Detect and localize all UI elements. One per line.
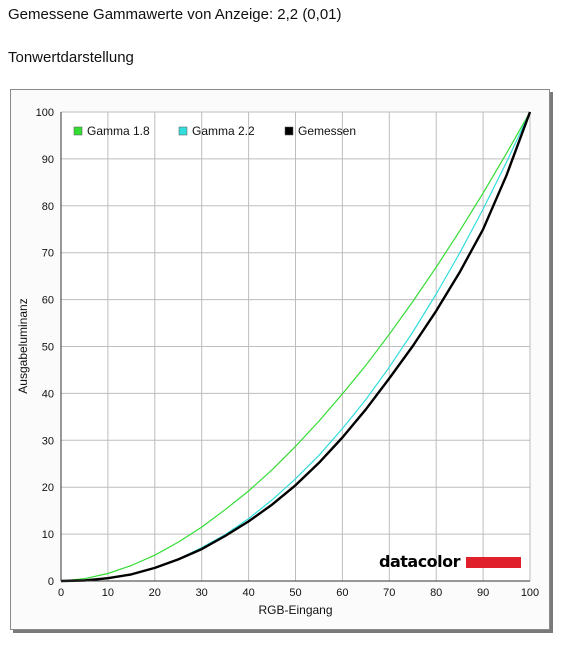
legend: Gamma 1.8 Gamma 2.2 Gemessen	[73, 124, 356, 138]
logo-wordmark: datacolor	[379, 552, 461, 571]
x-tick-label: 10	[102, 587, 114, 599]
series-line-gemessen	[60, 111, 532, 583]
x-tick-label: 20	[149, 587, 161, 599]
y-tick-label: 20	[42, 482, 54, 494]
legend-label: Gamma 2.2	[192, 124, 255, 138]
y-tick-label: 70	[42, 248, 54, 260]
series-line-gamma-1-8	[60, 111, 531, 582]
x-tick-label: 70	[383, 587, 395, 599]
y-axis-title: Ausgabeluminanz	[16, 298, 30, 393]
x-tick-label: 100	[521, 587, 539, 599]
x-tick-label: 0	[58, 587, 64, 599]
y-tick-label: 90	[42, 154, 54, 166]
y-tick-label: 0	[48, 576, 54, 588]
series-lines	[60, 111, 532, 583]
tonal-response-chart: 0 10 20 30 40 50 60 70 80 90 100 0 10 20 30 40 50 60 70 80 9…	[16, 107, 540, 617]
legend-label: Gemessen	[298, 124, 356, 138]
datacolor-logo: datacolor	[379, 552, 521, 571]
logo-bar	[466, 557, 521, 568]
x-tick-label: 90	[477, 587, 489, 599]
y-tick-label: 10	[42, 529, 54, 541]
y-tick-label: 60	[42, 295, 54, 307]
y-tick-label: 80	[42, 201, 54, 213]
y-tick-label: 100	[36, 107, 54, 119]
grid	[61, 111, 531, 581]
y-tick-label: 30	[42, 435, 54, 447]
legend-swatch	[178, 126, 188, 136]
x-tick-label: 80	[430, 587, 442, 599]
x-tick-label: 30	[196, 587, 208, 599]
x-tick-label: 60	[336, 587, 348, 599]
x-axis-title: RGB-Eingang	[258, 603, 332, 617]
legend-swatch	[284, 126, 294, 136]
section-title: Tonwertdarstellung	[8, 49, 134, 66]
y-tick-label: 50	[42, 342, 54, 354]
x-tick-label: 50	[289, 587, 301, 599]
legend-label: Gamma 1.8	[87, 124, 150, 138]
page-title: Gemessene Gammawerte von Anzeige: 2,2 (0…	[8, 6, 342, 23]
y-tick-label: 40	[42, 388, 54, 400]
chart-panel: 0 10 20 30 40 50 60 70 80 90 100 0 10 20 30 40 50 60 70 80 9…	[10, 89, 550, 630]
legend-swatch	[73, 126, 83, 136]
x-tick-label: 40	[242, 587, 254, 599]
tick-labels: 0 10 20 30 40 50 60 70 80 90 100 0 10 20 30 40 50 60 70 80 9…	[36, 107, 540, 599]
